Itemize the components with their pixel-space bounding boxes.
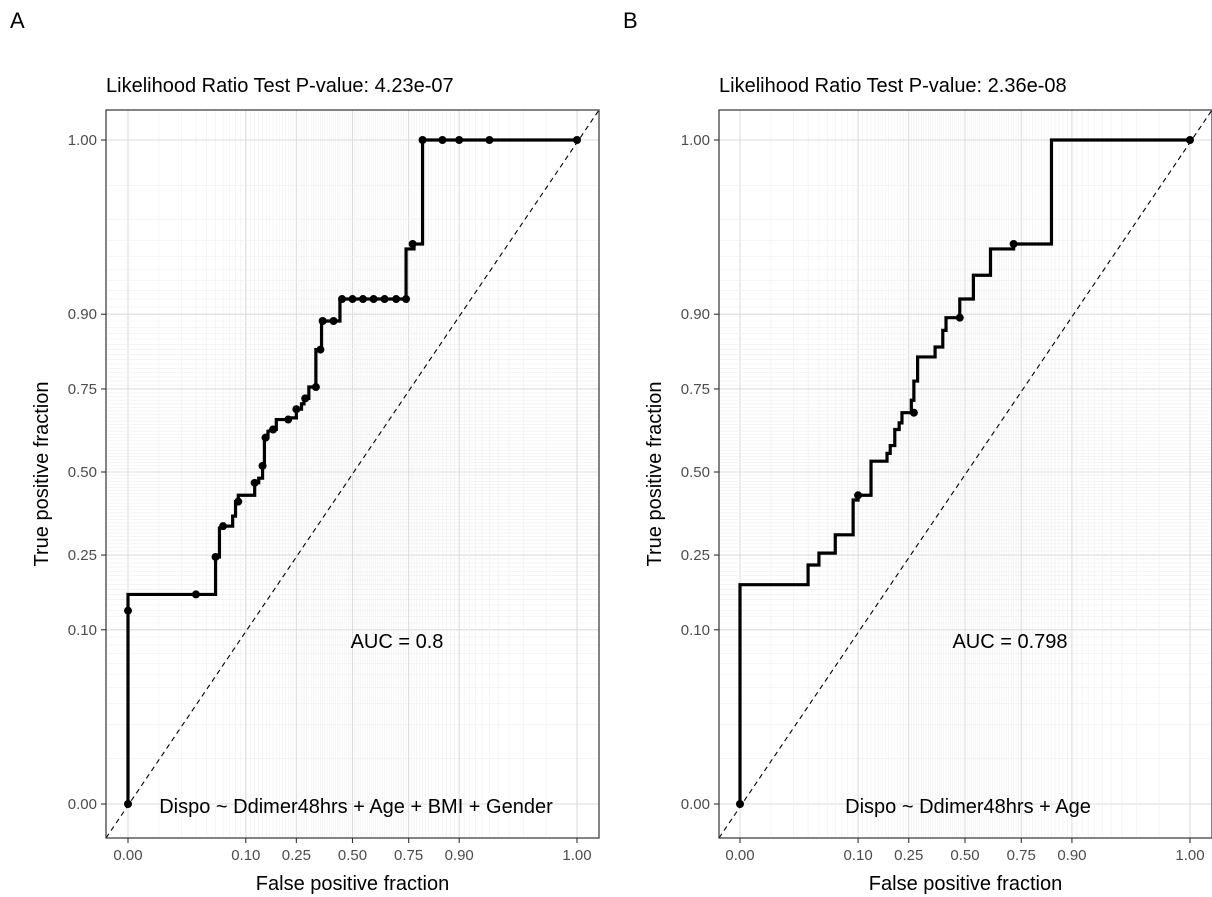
- y-tick-label: 0.25: [68, 547, 97, 564]
- roc-point: [736, 800, 744, 808]
- roc-point: [348, 295, 357, 304]
- y-tick-label: 1.00: [68, 132, 97, 149]
- y-tick-label: 0.90: [68, 306, 97, 323]
- x-tick-label: 0.00: [725, 847, 754, 864]
- gridlines: [719, 110, 1212, 838]
- x-axis-title: False positive fraction: [869, 873, 1062, 895]
- chance-diagonal: [105, 109, 600, 839]
- x-tick-label: 0.00: [113, 847, 142, 864]
- roc-point: [191, 590, 200, 599]
- roc-point: [438, 136, 447, 144]
- y-tick-label: 0.75: [681, 381, 710, 398]
- x-tick-label: 0.90: [445, 847, 474, 864]
- x-tick-label: 0.10: [231, 847, 260, 864]
- roc-point: [402, 295, 411, 304]
- roc-point: [311, 383, 320, 392]
- roc-point: [1009, 239, 1018, 248]
- x-tick-label: 0.10: [843, 847, 872, 864]
- roc-point: [455, 136, 464, 144]
- roc-point: [909, 408, 918, 417]
- roc-panel-b: B Likelihood Ratio Test P-value: 2.36e-08…: [623, 8, 1212, 895]
- y-tick-label: 0.10: [681, 622, 710, 639]
- roc-point: [854, 491, 863, 500]
- roc-point: [316, 345, 325, 354]
- roc-point: [219, 522, 228, 531]
- x-tick-label: 0.50: [950, 847, 979, 864]
- model-formula-label: Dispo ~ Ddimer48hrs + Age: [845, 796, 1091, 818]
- roc-point: [955, 313, 964, 322]
- x-axis-title: False positive fraction: [256, 873, 449, 895]
- y-axis-title: True positive fraction: [644, 382, 666, 567]
- roc-point: [318, 317, 327, 326]
- roc-point: [369, 295, 378, 304]
- chart-title: Likelihood Ratio Test P-value: 4.23e-07: [106, 75, 454, 97]
- chance-diagonal: [718, 109, 1212, 839]
- model-formula-label: Dispo ~ Ddimer48hrs + Age + BMI + Gender: [159, 796, 553, 818]
- y-axis-title: True positive fraction: [31, 382, 53, 567]
- roc-panel-a: A Likelihood Ratio Test P-value: 4.23e-07…: [10, 8, 600, 895]
- chart-title: Likelihood Ratio Test P-value: 2.36e-08: [719, 75, 1067, 97]
- auc-label: AUC = 0.8: [351, 631, 444, 653]
- roc-point: [234, 497, 243, 506]
- panel-label: B: [623, 8, 638, 33]
- roc-curve: [126, 138, 577, 804]
- y-tick-label: 0.00: [68, 796, 97, 813]
- y-tick-label: 0.90: [681, 306, 710, 323]
- x-tick-label: 1.00: [562, 847, 591, 864]
- roc-point: [573, 136, 581, 144]
- x-tick-label: 0.25: [282, 847, 311, 864]
- y-tick-label: 0.50: [681, 464, 710, 481]
- roc-point: [261, 433, 270, 442]
- roc-point: [124, 800, 132, 808]
- auc-label: AUC = 0.798: [952, 631, 1067, 653]
- roc-point: [485, 136, 494, 144]
- roc-point: [250, 478, 259, 487]
- x-tick-label: 0.50: [338, 847, 367, 864]
- panel-label: A: [10, 8, 25, 33]
- roc-point: [301, 394, 310, 403]
- y-tick-label: 0.25: [681, 547, 710, 564]
- roc-point: [211, 552, 220, 561]
- roc-point: [284, 415, 293, 424]
- roc-point: [258, 461, 267, 470]
- y-tick-label: 0.00: [681, 796, 710, 813]
- roc-point: [1186, 136, 1194, 144]
- x-tick-label: 0.75: [1007, 847, 1036, 864]
- roc-point: [392, 295, 401, 304]
- x-tick-label: 1.00: [1175, 847, 1204, 864]
- roc-point: [124, 606, 132, 615]
- y-tick-label: 0.10: [68, 622, 97, 639]
- roc-point: [269, 425, 278, 434]
- y-tick-label: 0.50: [68, 464, 97, 481]
- x-tick-label: 0.75: [394, 847, 423, 864]
- roc-point: [380, 295, 389, 304]
- roc-curve: [738, 138, 1190, 804]
- roc-point: [418, 136, 427, 144]
- gridlines: [106, 110, 599, 838]
- roc-point: [292, 405, 301, 414]
- x-tick-label: 0.25: [894, 847, 923, 864]
- roc-point: [408, 239, 417, 248]
- roc-point: [338, 295, 347, 304]
- y-tick-label: 0.75: [68, 381, 97, 398]
- x-tick-label: 0.90: [1057, 847, 1086, 864]
- y-tick-label: 1.00: [681, 132, 710, 149]
- roc-point: [358, 295, 367, 304]
- roc-point: [329, 317, 338, 326]
